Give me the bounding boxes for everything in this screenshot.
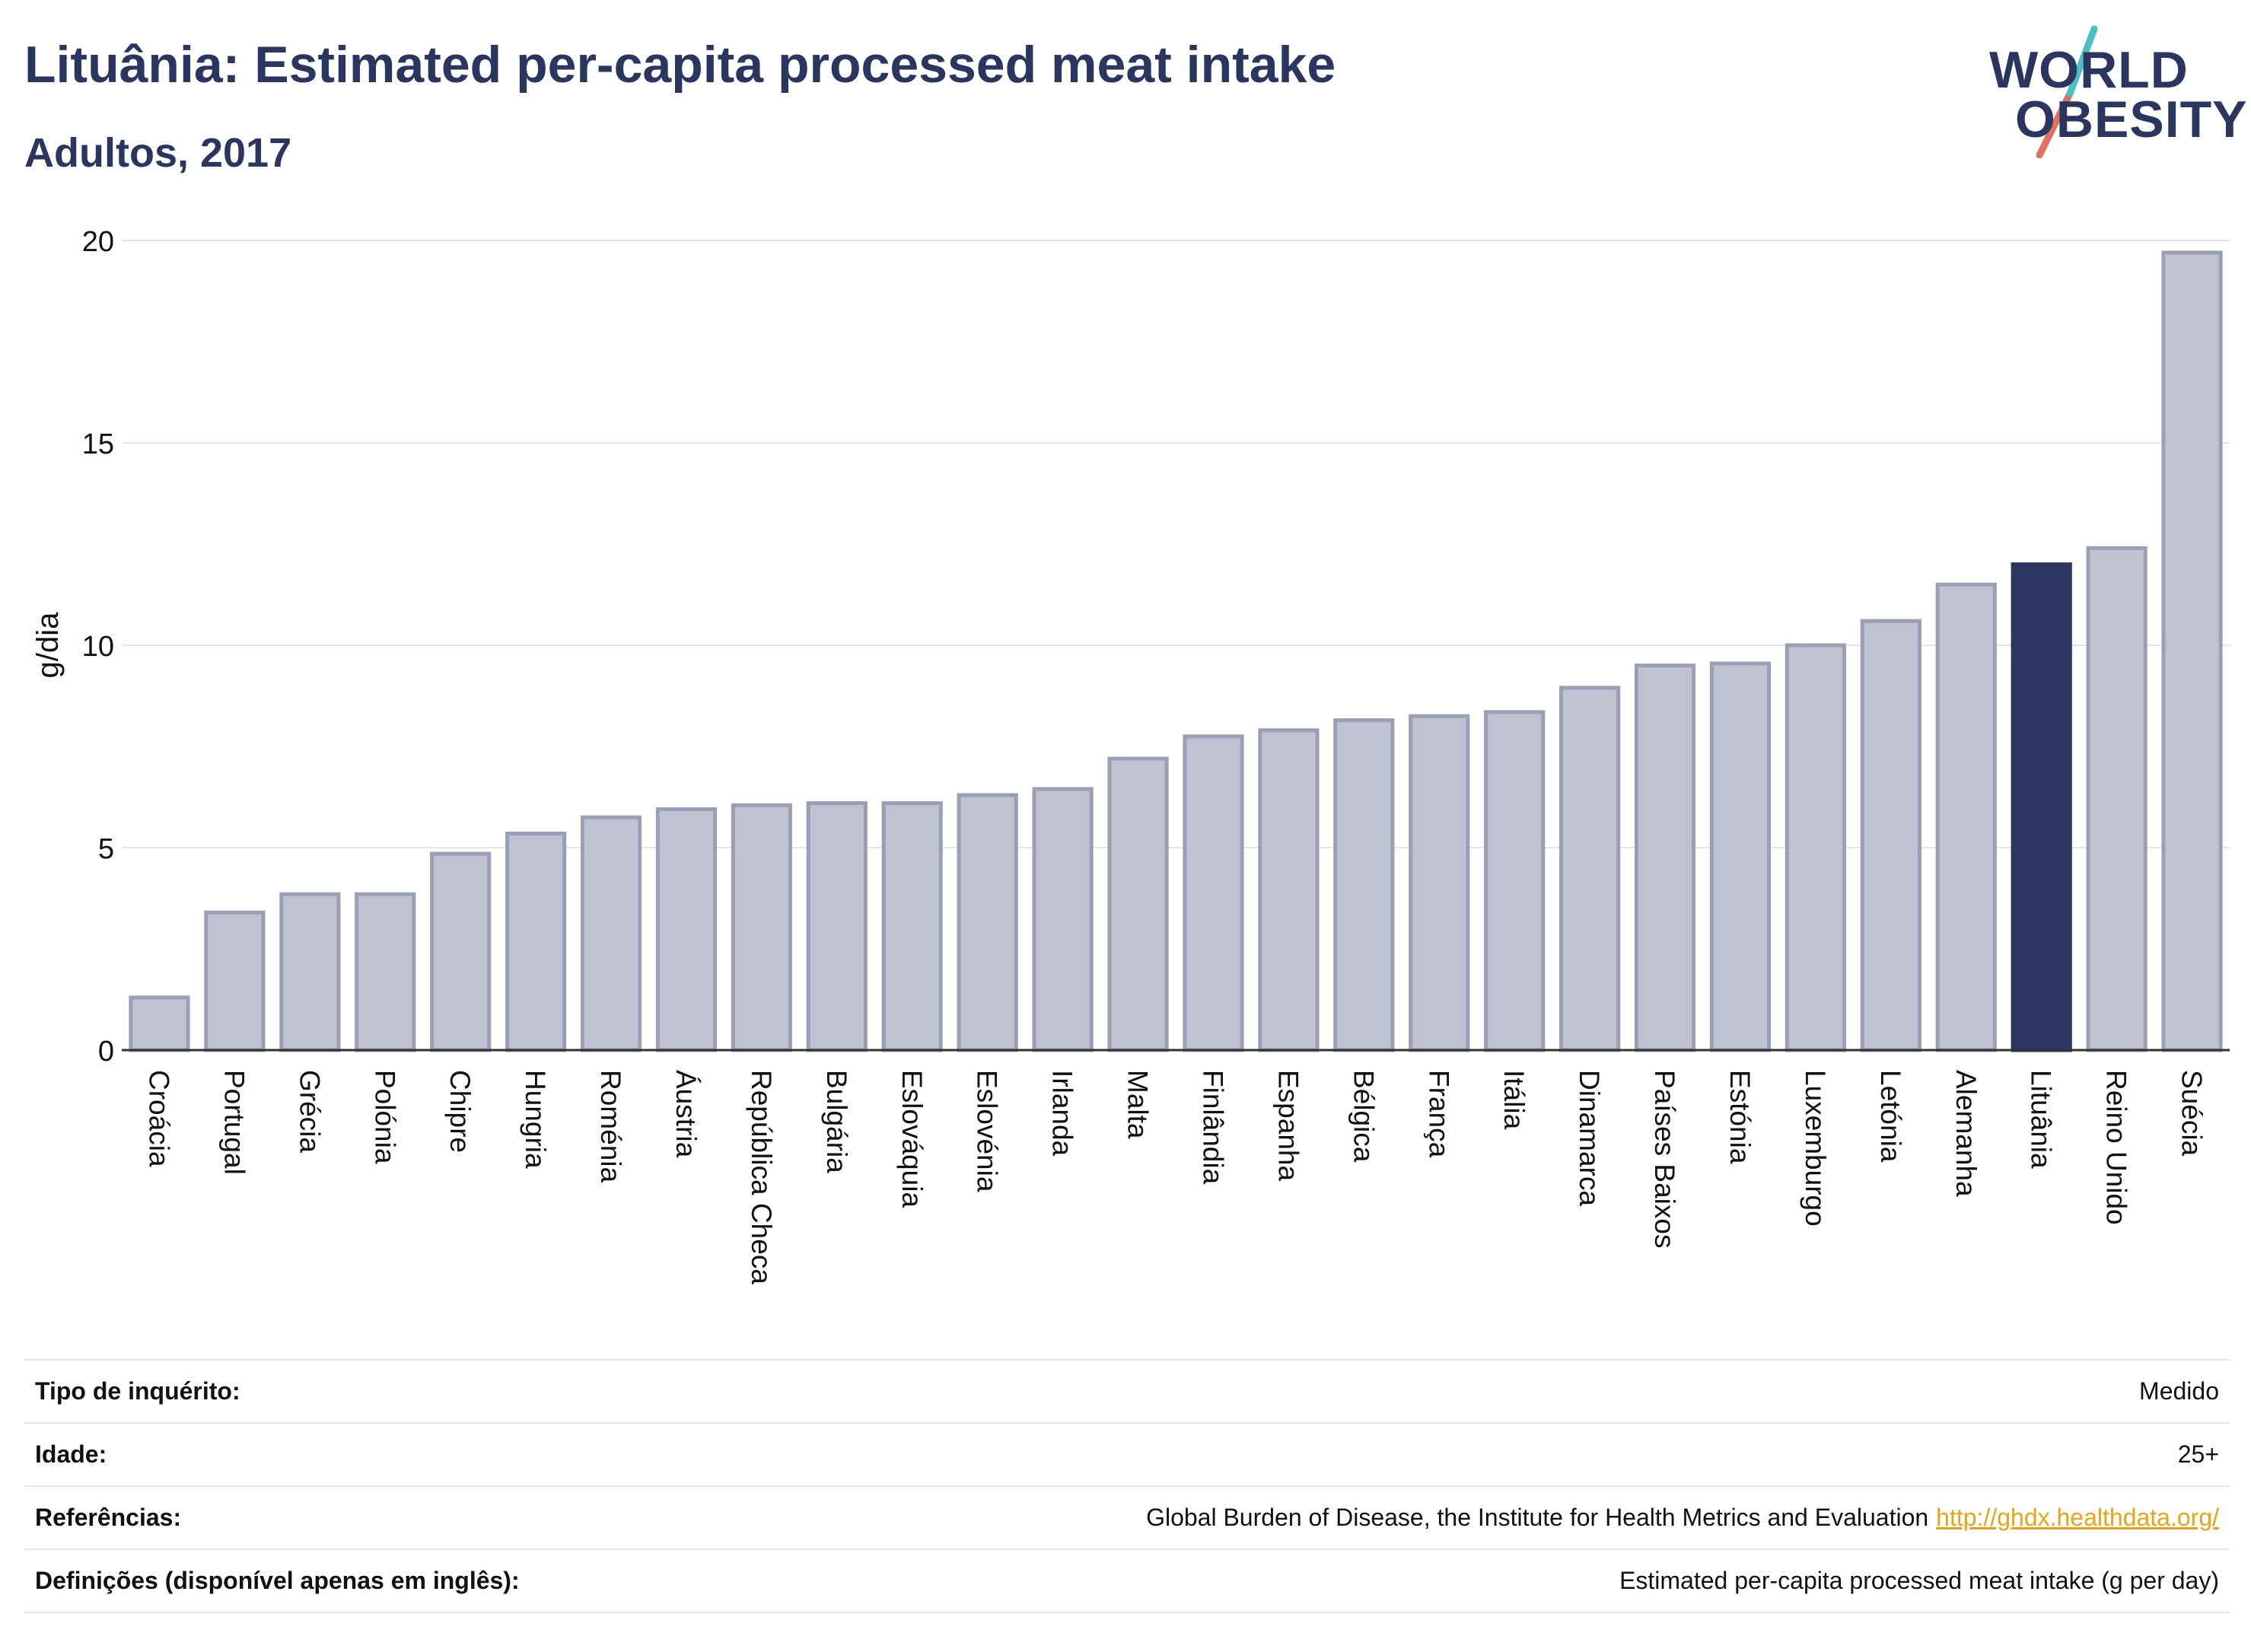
x-tick-label: Portugal xyxy=(218,1070,250,1175)
meta-label: Definições (disponível apenas em inglês)… xyxy=(35,1567,520,1594)
x-tick-label: Finlândia xyxy=(1197,1070,1228,1185)
x-tick-label: Estónia xyxy=(1724,1070,1756,1164)
y-tick-label: 10 xyxy=(82,631,114,663)
bar-chart: 0 5 10 15 20 g/dia Croácia Portugal Grécia Polóni… xyxy=(31,226,2230,1284)
bar xyxy=(1559,686,1621,1052)
meta-label: Tipo de inquérito: xyxy=(35,1377,240,1405)
x-tick-label: Áustria xyxy=(670,1070,702,1158)
x-tick-label: Luxemburgo xyxy=(1800,1070,1831,1227)
bar xyxy=(1333,718,1395,1052)
metadata-table: Tipo de inquérito: Medido Idade: 25+ Ref… xyxy=(24,1359,2230,1613)
bar xyxy=(1935,582,1997,1052)
bar xyxy=(129,995,190,1052)
bar xyxy=(1860,619,1921,1052)
bar xyxy=(505,831,567,1052)
bar xyxy=(2086,546,2148,1052)
bar xyxy=(881,801,943,1052)
x-tick-label: Hungria xyxy=(520,1070,551,1169)
x-tick-label: Grécia xyxy=(294,1070,325,1153)
meta-row-age: Idade: 25+ xyxy=(24,1424,2230,1487)
bar xyxy=(1484,710,1546,1052)
chart-subtitle: Adultos, 2017 xyxy=(24,130,292,176)
meta-value-wrapper: Global Burden of Disease, the Institute … xyxy=(1146,1504,2219,1532)
meta-label: Idade: xyxy=(35,1440,107,1468)
y-tick-label: 0 xyxy=(98,1036,114,1068)
x-tick-label: Chipre xyxy=(444,1070,476,1153)
bar xyxy=(1634,664,1696,1052)
x-tick-label: Bulgária xyxy=(821,1070,852,1173)
x-tick-label: Roménia xyxy=(595,1070,626,1183)
x-tick-label: Reino Unido xyxy=(2101,1070,2132,1225)
bar xyxy=(1709,661,1772,1052)
meta-row-definitions: Definições (disponível apenas em inglês)… xyxy=(24,1550,2230,1613)
bar xyxy=(1183,734,1244,1052)
x-tick-label: Letónia xyxy=(1875,1070,1906,1163)
bar xyxy=(204,910,266,1052)
meta-value: Global Burden of Disease, the Institute … xyxy=(1146,1504,1929,1531)
x-tick-label: Itália xyxy=(1498,1070,1530,1130)
x-tick-label: Lituânia xyxy=(2026,1070,2057,1169)
logo-text-world: WORLD xyxy=(1989,41,2189,99)
bar xyxy=(279,892,341,1052)
meta-label: Referências: xyxy=(35,1504,182,1531)
bar xyxy=(580,815,642,1052)
bar xyxy=(731,803,792,1052)
y-tick-label: 15 xyxy=(82,428,114,460)
meta-value: Estimated per-capita processed meat inta… xyxy=(1619,1567,2219,1594)
bar xyxy=(1107,756,1169,1052)
x-tick-label: Eslováquia xyxy=(896,1070,928,1208)
x-tick-label: Países Baixos xyxy=(1649,1070,1680,1248)
bar xyxy=(957,793,1018,1052)
bar xyxy=(430,851,492,1052)
x-tick-label: França xyxy=(1423,1070,1454,1158)
x-tick-label: Malta xyxy=(1122,1070,1154,1139)
y-axis-label: g/dia xyxy=(31,612,65,678)
meta-value: Medido xyxy=(2139,1377,2219,1405)
bar xyxy=(806,801,868,1052)
x-tick-label: Dinamarca xyxy=(1574,1070,1605,1206)
x-tick-label: Polónia xyxy=(369,1070,400,1164)
bar xyxy=(1409,714,1470,1052)
meta-value: 25+ xyxy=(2177,1440,2219,1468)
x-tick-label: Eslovénia xyxy=(972,1070,1003,1192)
x-tick-label: República Checa xyxy=(746,1070,777,1284)
bar xyxy=(1258,728,1320,1052)
x-tick-label: Bélgica xyxy=(1348,1070,1379,1163)
logo-text-obesity: OBESITY xyxy=(2015,91,2248,148)
x-tick-label: Alemanha xyxy=(1950,1070,1982,1197)
y-tick-label: 5 xyxy=(98,833,114,865)
meta-row-survey-type: Tipo de inquérito: Medido xyxy=(24,1361,2230,1424)
x-tick-label: Suécia xyxy=(2176,1070,2208,1157)
y-tick-label: 20 xyxy=(82,226,114,258)
x-tick-label: Croácia xyxy=(143,1070,174,1167)
bar xyxy=(1032,787,1094,1052)
world-obesity-logo[interactable]: WORLD OBESITY xyxy=(1979,21,2247,158)
bar xyxy=(2161,250,2223,1052)
chart-title: Lituânia: Estimated per-capita processed… xyxy=(24,36,1336,94)
bar xyxy=(1785,643,1846,1052)
bar xyxy=(2011,562,2072,1052)
logo-slash-icon xyxy=(2036,25,2098,158)
x-tick-label: Irlanda xyxy=(1047,1070,1078,1157)
x-tick-label: Espanha xyxy=(1272,1070,1304,1181)
meta-row-references: Referências: Global Burden of Disease, t… xyxy=(24,1487,2230,1550)
bar xyxy=(655,807,718,1052)
bar xyxy=(355,892,416,1052)
reference-link[interactable]: http://ghdx.healthdata.org/ xyxy=(1936,1504,2219,1531)
